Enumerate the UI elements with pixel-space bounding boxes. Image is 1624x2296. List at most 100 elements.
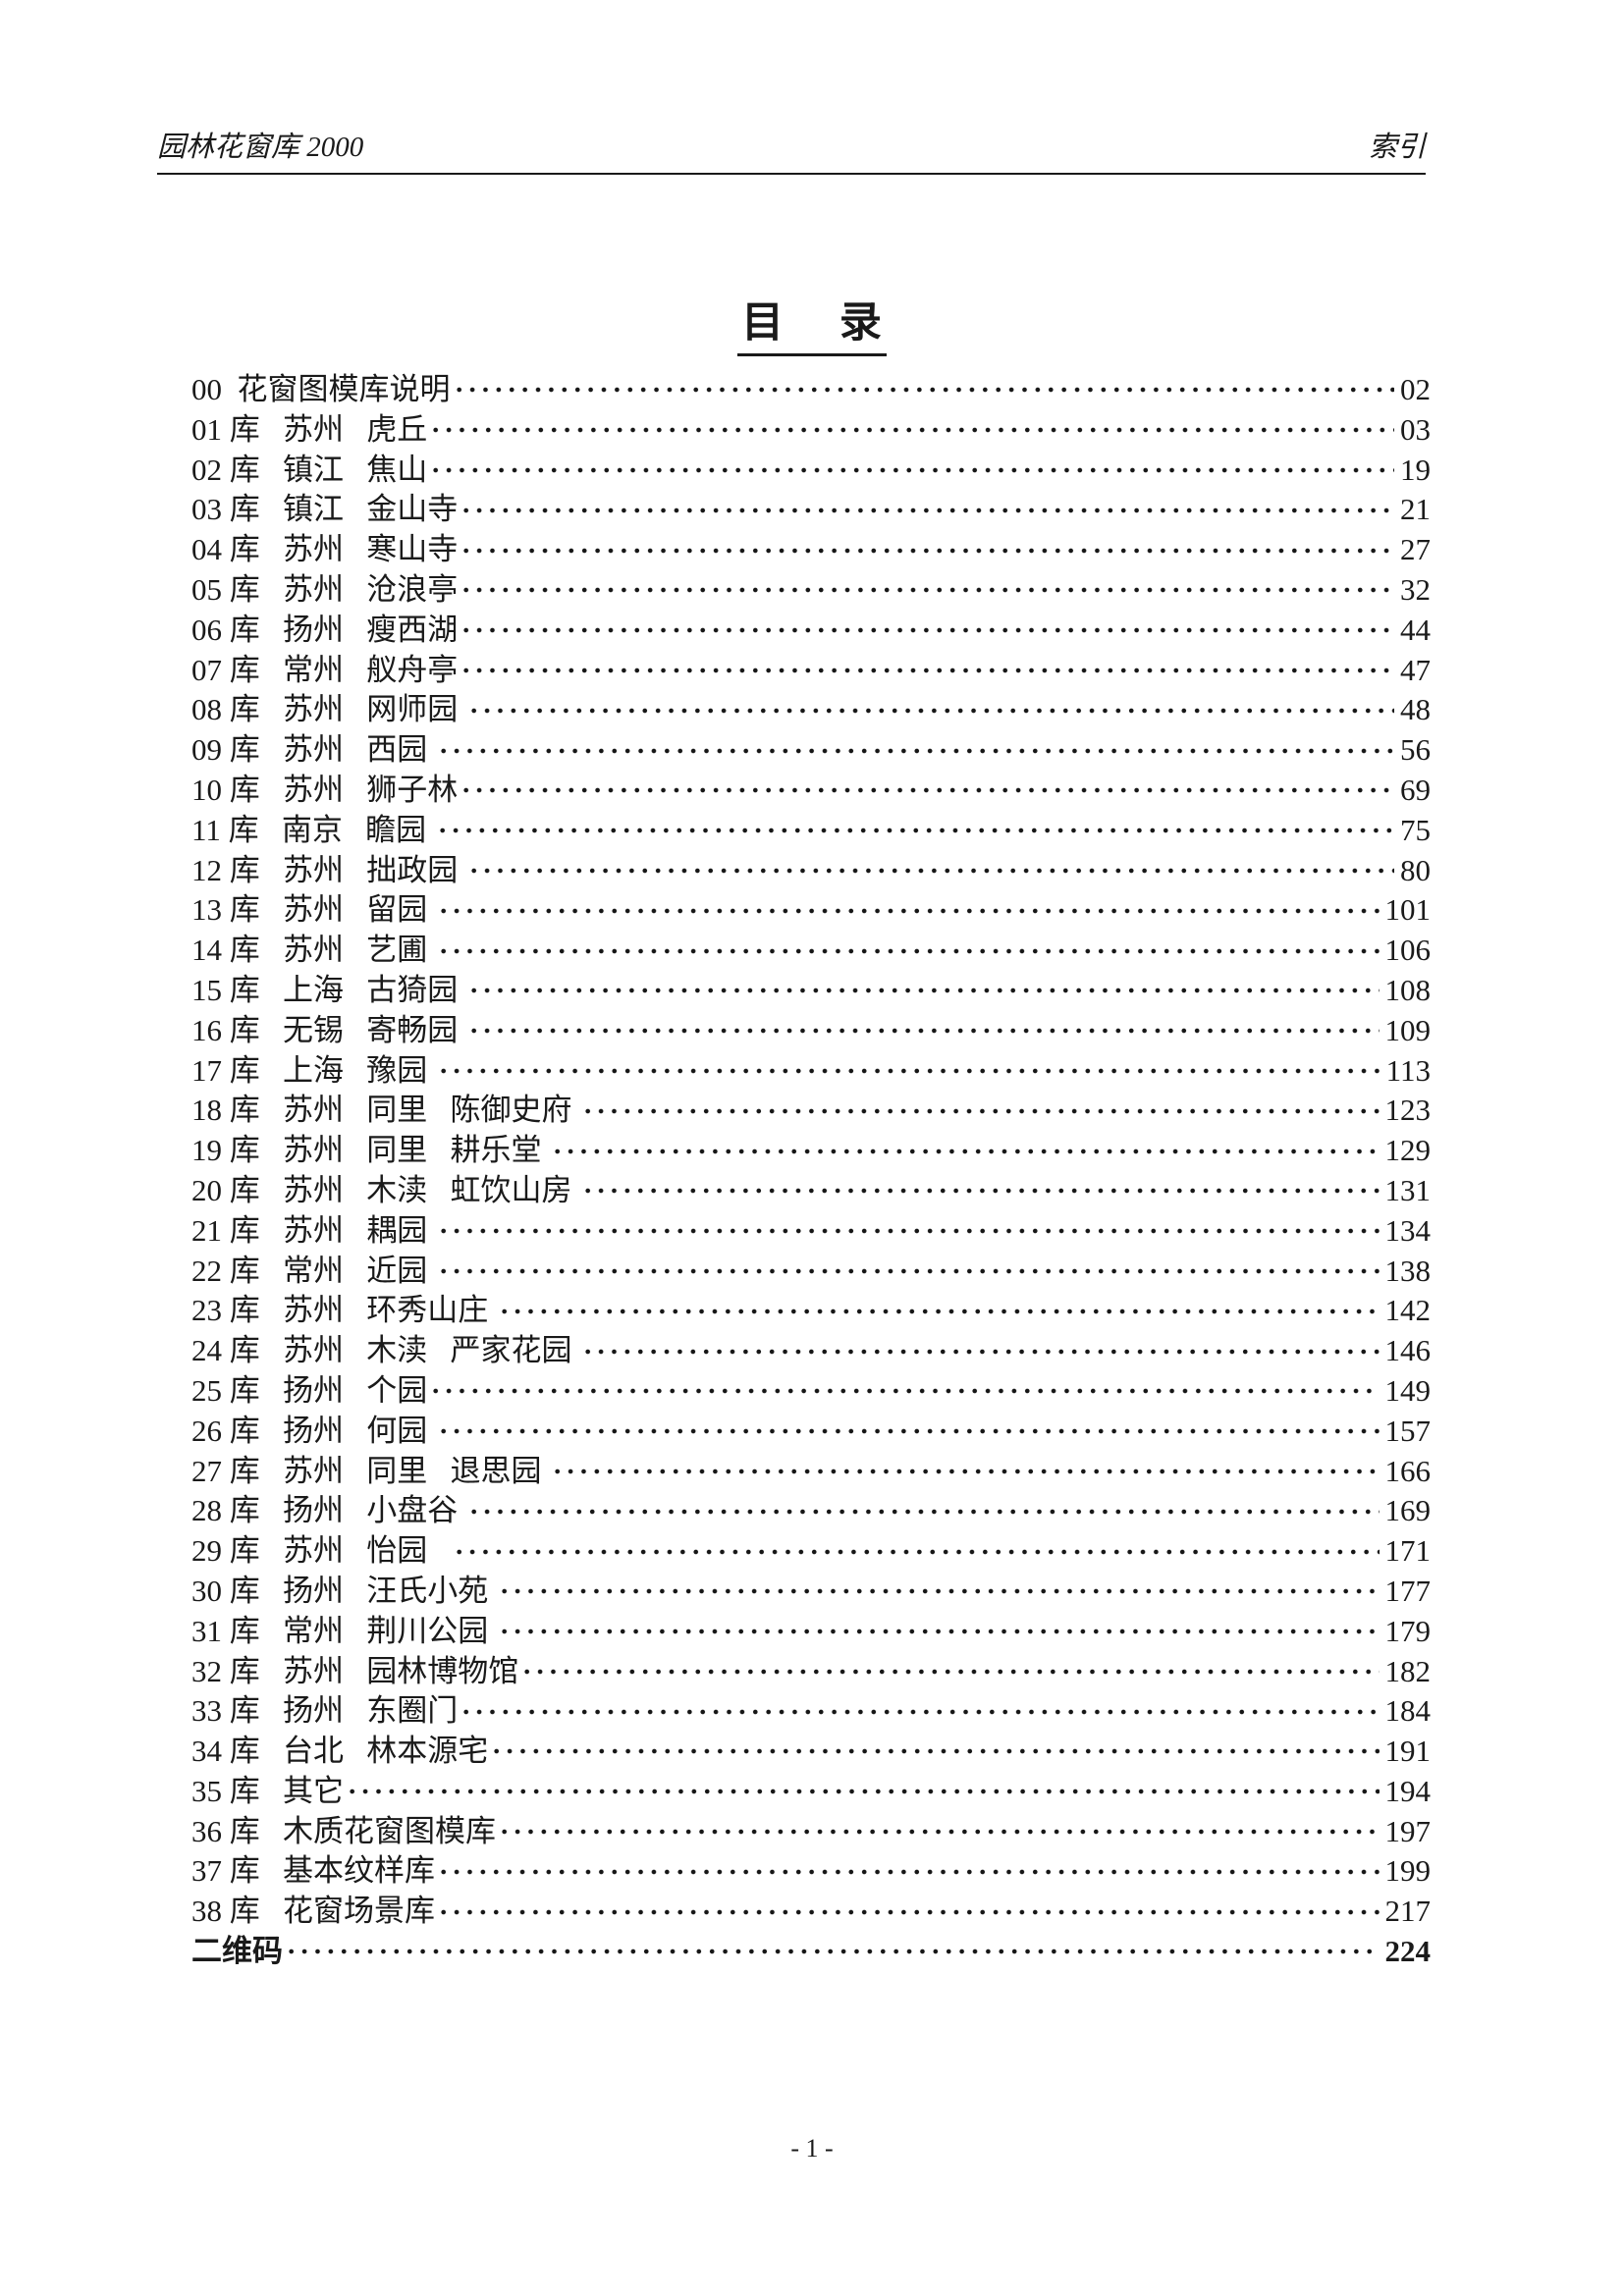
toc-entry-page: 171: [1384, 1533, 1432, 1569]
dot-leader: [498, 1291, 1380, 1332]
toc-entry-page: 44: [1400, 612, 1431, 647]
toc-entry: 25 库 扬州 个园 149: [191, 1370, 1432, 1412]
toc-entry-page: 182: [1384, 1653, 1432, 1688]
toc-entry: 08 库 苏州 网师园 48: [191, 690, 1431, 731]
dot-leader: [285, 1932, 1380, 1972]
toc-entry: 18 库 苏州 同里 陈御史府 123: [191, 1091, 1432, 1132]
toc-entry-label: 36 库 木质花窗图模库: [191, 1813, 496, 1848]
toc-entry-label: 23 库 苏州 环秀山庄: [191, 1293, 496, 1328]
toc-entry-page: 149: [1384, 1372, 1432, 1408]
toc-entry-label: 04 库 苏州 寒山寺: [191, 532, 459, 567]
toc-entry-label: 08 库 苏州 网师园: [191, 692, 465, 727]
dot-leader: [437, 730, 1394, 771]
toc-entry-page: 108: [1384, 972, 1432, 1007]
page-title: 目 录: [0, 289, 1624, 356]
dot-leader: [460, 490, 1394, 531]
toc-entry-label: 12 库 苏州 拙政园: [191, 852, 465, 887]
toc-entry-page: 80: [1400, 852, 1431, 887]
toc-entry: 38 库 花窗场景库 217: [191, 1892, 1431, 1933]
toc-entry-page: 184: [1384, 1693, 1432, 1729]
dot-leader: [437, 1210, 1380, 1252]
toc-entry: 12 库 苏州 拙政园 80: [191, 850, 1431, 891]
toc-entry-label: 35 库 其它: [191, 1773, 344, 1808]
toc-entry-page: 134: [1384, 1212, 1432, 1248]
toc-entry: 07 库 常州 舣舟亭 47: [191, 650, 1431, 691]
toc-entry-label: 21 库 苏州 耦园: [191, 1212, 435, 1248]
toc-entry-label: 34 库 台北 林本源宅: [191, 1734, 489, 1769]
dot-leader: [437, 1050, 1380, 1092]
toc-entry: 36 库 木质花窗图模库 197: [191, 1811, 1431, 1852]
dot-leader: [437, 931, 1380, 971]
toc-entry-page: 166: [1384, 1453, 1432, 1488]
toc-entry: 01 库 苏州 虎丘 03: [191, 409, 1431, 451]
dot-leader: [498, 1611, 1380, 1652]
toc-entry-page: 113: [1385, 1052, 1431, 1088]
toc-entry: 15 库 上海 古猗园 108: [191, 970, 1432, 1011]
toc-entry-page: 106: [1384, 933, 1432, 968]
dot-leader: [581, 1091, 1380, 1132]
toc-entry-page: 32: [1400, 571, 1431, 607]
dot-leader: [437, 1892, 1380, 1933]
toc-entry-label: 27 库 苏州 同里 退思园: [191, 1453, 550, 1488]
toc-entry-page: 138: [1384, 1253, 1432, 1288]
toc-entry: 37 库 基本纹样库 199: [191, 1851, 1431, 1893]
dot-leader: [460, 1691, 1380, 1733]
toc-entry-page: 129: [1384, 1133, 1432, 1168]
toc-entry-page: 101: [1384, 892, 1432, 928]
dot-leader: [551, 1451, 1380, 1492]
toc-entry-label: 13 库 苏州 留园: [191, 892, 435, 928]
toc-entry-page: 169: [1384, 1493, 1432, 1528]
dot-leader: [429, 450, 1394, 491]
toc-entry-page: 191: [1384, 1734, 1432, 1769]
toc-entry: 20 库 苏州 木渎 虹饮山房 131: [191, 1170, 1431, 1211]
toc-entry-label: 18 库 苏州 同里 陈御史府: [191, 1093, 580, 1128]
dot-leader: [490, 1732, 1380, 1772]
dot-leader: [551, 1131, 1380, 1171]
toc-entry: 27 库 苏州 同里 退思园 166: [191, 1451, 1432, 1492]
dot-leader: [581, 1331, 1380, 1371]
toc-entry: 30 库 扬州 汪氏小苑 177: [191, 1571, 1432, 1612]
dot-leader: [429, 409, 1394, 451]
toc-entry-label: 20 库 苏州 木渎 虹饮山房: [191, 1172, 580, 1207]
dot-leader: [435, 810, 1394, 851]
toc-entry-label: 07 库 常州 舣舟亭: [191, 652, 459, 687]
dot-leader: [437, 1851, 1380, 1893]
toc-entry-page: 142: [1384, 1293, 1432, 1328]
toc-entry-label: 30 库 扬州 汪氏小苑: [191, 1573, 496, 1608]
toc-entry: 05 库 苏州 沧浪亭 32: [191, 569, 1431, 611]
dot-leader: [437, 1411, 1380, 1452]
toc-entry: 04 库 苏州 寒山寺 27: [191, 530, 1431, 570]
toc-entry: 34 库 台北 林本源宅 191: [191, 1732, 1431, 1772]
toc-entry-label: 28 库 扬州 小盘谷: [191, 1493, 465, 1528]
dot-leader: [467, 690, 1394, 731]
toc-entry-label: 14 库 苏州 艺圃: [191, 933, 435, 968]
toc-entry: 14 库 苏州 艺圃 106: [191, 931, 1431, 971]
dot-leader: [437, 1251, 1380, 1292]
dot-leader: [452, 1531, 1380, 1572]
toc-entry-page: 27: [1400, 532, 1431, 567]
toc-entry: 19 库 苏州 同里 耕乐堂 129: [191, 1131, 1431, 1171]
toc-entry-label: 25 库 扬州 个园: [191, 1372, 428, 1408]
toc-entry-label: 06 库 扬州 瘦西湖: [191, 612, 459, 647]
toc-entry-label: 17 库 上海 豫园: [191, 1052, 435, 1088]
toc-entry-page: 194: [1384, 1773, 1432, 1808]
toc-entry-label: 02 库 镇江 焦山: [191, 452, 428, 487]
header-book-title: 园林花窗库 2000: [157, 132, 364, 163]
toc-list: 00 花窗图模库说明 02 01 库 苏州 虎丘 03 02 库 镇江 焦山 19 03 库…: [191, 370, 1431, 1972]
toc-entry-page: 123: [1384, 1093, 1432, 1128]
toc-entry: 02 库 镇江 焦山 19: [191, 450, 1431, 491]
toc-entry: 28 库 扬州 小盘谷 169: [191, 1491, 1432, 1532]
dot-leader: [467, 850, 1394, 891]
dot-leader: [429, 1370, 1380, 1412]
toc-entry: 29 库 苏州 怡园 171: [191, 1531, 1431, 1572]
toc-entry-label: 11 库 南京 瞻园: [191, 812, 434, 847]
toc-entry-label: 二维码: [191, 1934, 283, 1969]
header-section-label: 索引: [1368, 132, 1426, 163]
toc-entry-label: 37 库 基本纹样库: [191, 1853, 435, 1889]
toc-entry: 11 库 南京 瞻园 75: [191, 810, 1431, 851]
toc-entry: 17 库 上海 豫园 113: [191, 1050, 1431, 1092]
toc-entry: 32 库 苏州 园林博物馆 182: [191, 1651, 1432, 1692]
toc-entry-page: 177: [1384, 1573, 1432, 1608]
dot-leader: [460, 770, 1394, 811]
toc-entry-label: 38 库 花窗场景库: [191, 1894, 435, 1929]
